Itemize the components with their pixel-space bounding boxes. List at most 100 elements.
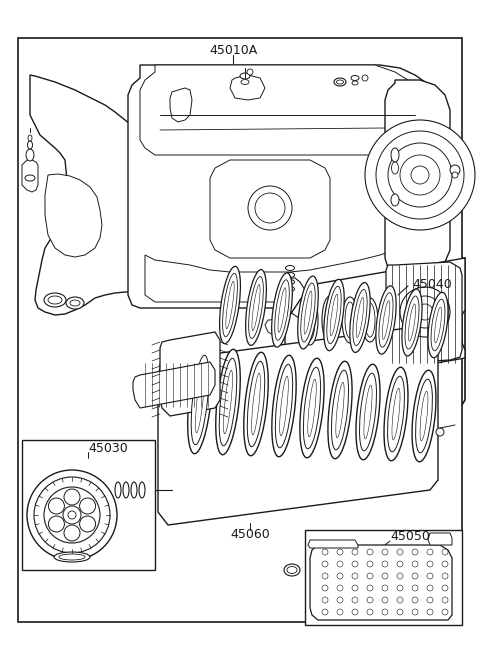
Ellipse shape	[304, 291, 312, 334]
Ellipse shape	[252, 285, 260, 331]
Ellipse shape	[48, 296, 62, 304]
Ellipse shape	[280, 376, 288, 436]
Circle shape	[442, 549, 448, 555]
Ellipse shape	[240, 73, 250, 79]
Circle shape	[382, 573, 388, 579]
Polygon shape	[160, 332, 220, 416]
Ellipse shape	[66, 297, 84, 309]
Circle shape	[367, 609, 373, 615]
Circle shape	[397, 561, 403, 567]
Circle shape	[397, 585, 403, 591]
Ellipse shape	[356, 297, 364, 338]
Circle shape	[427, 585, 433, 591]
Ellipse shape	[383, 300, 390, 339]
Ellipse shape	[26, 149, 34, 161]
Ellipse shape	[226, 281, 234, 329]
Polygon shape	[18, 38, 462, 622]
Circle shape	[64, 489, 80, 505]
Ellipse shape	[191, 356, 209, 445]
Circle shape	[48, 516, 64, 532]
Ellipse shape	[416, 379, 432, 453]
Polygon shape	[210, 160, 330, 258]
Circle shape	[412, 597, 418, 603]
Ellipse shape	[44, 293, 66, 307]
Ellipse shape	[278, 288, 286, 333]
Circle shape	[365, 120, 475, 230]
Ellipse shape	[246, 270, 266, 346]
Circle shape	[322, 597, 328, 603]
Ellipse shape	[360, 373, 376, 451]
Circle shape	[337, 549, 343, 555]
Circle shape	[382, 561, 388, 567]
Circle shape	[337, 573, 343, 579]
Polygon shape	[305, 530, 462, 625]
Polygon shape	[428, 533, 452, 545]
Ellipse shape	[272, 356, 296, 457]
Ellipse shape	[330, 294, 338, 336]
Ellipse shape	[219, 266, 240, 344]
Ellipse shape	[301, 283, 315, 342]
Ellipse shape	[365, 303, 375, 337]
Ellipse shape	[241, 79, 249, 85]
Circle shape	[44, 487, 100, 543]
Circle shape	[382, 597, 388, 603]
Circle shape	[337, 597, 343, 603]
Ellipse shape	[405, 296, 419, 349]
Circle shape	[427, 561, 433, 567]
Polygon shape	[278, 278, 308, 312]
Circle shape	[337, 609, 343, 615]
Ellipse shape	[412, 370, 436, 462]
Circle shape	[411, 166, 429, 184]
Circle shape	[442, 597, 448, 603]
Ellipse shape	[342, 297, 358, 343]
Ellipse shape	[352, 81, 358, 85]
Polygon shape	[297, 318, 317, 336]
Circle shape	[427, 609, 433, 615]
Circle shape	[248, 186, 292, 230]
Ellipse shape	[298, 276, 318, 349]
Circle shape	[442, 585, 448, 591]
Ellipse shape	[224, 370, 232, 434]
Circle shape	[388, 143, 452, 207]
Circle shape	[63, 506, 81, 524]
Ellipse shape	[351, 75, 359, 81]
Ellipse shape	[322, 296, 338, 344]
Circle shape	[80, 516, 96, 532]
Ellipse shape	[275, 280, 289, 340]
Ellipse shape	[286, 279, 295, 285]
Circle shape	[376, 131, 464, 219]
Ellipse shape	[379, 293, 393, 347]
Polygon shape	[22, 440, 155, 570]
Ellipse shape	[284, 564, 300, 576]
Ellipse shape	[392, 388, 400, 440]
Ellipse shape	[308, 379, 316, 437]
Ellipse shape	[336, 80, 344, 84]
Circle shape	[442, 573, 448, 579]
Ellipse shape	[249, 277, 264, 338]
Ellipse shape	[356, 364, 380, 460]
Ellipse shape	[219, 358, 237, 446]
Circle shape	[337, 585, 343, 591]
Ellipse shape	[305, 300, 315, 340]
Circle shape	[427, 573, 433, 579]
Ellipse shape	[286, 266, 295, 270]
Polygon shape	[170, 88, 192, 122]
Ellipse shape	[353, 289, 367, 346]
Circle shape	[352, 573, 358, 579]
Polygon shape	[285, 258, 465, 385]
Text: 45060: 45060	[230, 529, 270, 541]
Ellipse shape	[302, 295, 318, 345]
Ellipse shape	[216, 349, 240, 455]
Polygon shape	[158, 325, 438, 525]
Ellipse shape	[286, 272, 295, 277]
Circle shape	[337, 561, 343, 567]
Circle shape	[352, 609, 358, 615]
Circle shape	[80, 498, 96, 514]
Ellipse shape	[402, 289, 422, 356]
Ellipse shape	[391, 194, 399, 206]
Ellipse shape	[70, 300, 80, 306]
Circle shape	[255, 193, 285, 223]
Ellipse shape	[287, 567, 297, 573]
Polygon shape	[140, 65, 415, 155]
Ellipse shape	[59, 554, 85, 560]
